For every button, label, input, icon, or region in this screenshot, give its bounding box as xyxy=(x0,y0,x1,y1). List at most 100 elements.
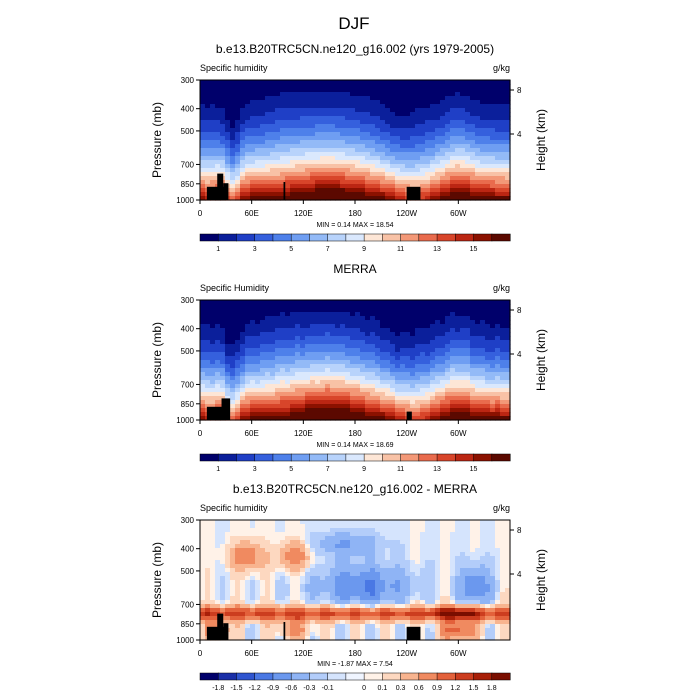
heatmap-cell xyxy=(470,164,476,169)
heatmap-cell xyxy=(275,380,281,385)
heatmap-cell xyxy=(410,308,416,313)
heatmap-cell xyxy=(345,520,351,525)
heatmap-cell xyxy=(415,304,421,309)
heatmap-cell xyxy=(275,392,281,397)
heatmap-cell xyxy=(345,128,351,133)
heatmap-cell xyxy=(495,332,501,337)
heatmap-cell xyxy=(325,104,331,109)
heatmap-cell xyxy=(220,88,226,93)
y-axis-title: Pressure (mb) xyxy=(150,322,164,398)
heatmap-cell xyxy=(500,120,506,125)
heatmap-cell xyxy=(505,128,511,133)
heatmap-cell xyxy=(380,536,386,541)
heatmap-cell xyxy=(405,100,411,105)
heatmap-cell xyxy=(290,360,296,365)
heatmap-cell xyxy=(490,536,496,541)
heatmap-cell xyxy=(445,560,451,565)
heatmap-cell xyxy=(375,148,381,153)
heatmap-cell xyxy=(475,144,481,149)
heatmap-cell xyxy=(255,312,261,317)
heatmap-cell xyxy=(445,360,451,365)
heatmap-cell xyxy=(400,528,406,533)
heatmap-cell xyxy=(420,300,426,305)
heatmap-cell xyxy=(260,168,266,173)
heatmap-cell xyxy=(240,412,246,417)
heatmap-cell xyxy=(345,148,351,153)
heatmap-cell xyxy=(245,140,251,145)
heatmap-cell xyxy=(345,528,351,533)
heatmap-cell xyxy=(380,96,386,101)
heatmap-cell xyxy=(365,388,371,393)
heatmap-cell xyxy=(375,388,381,393)
heatmap-cell xyxy=(415,112,421,117)
heatmap-cell xyxy=(415,416,421,421)
heatmap-cell xyxy=(365,184,371,189)
heatmap-cell xyxy=(485,192,491,197)
heatmap-cell xyxy=(300,588,306,593)
heatmap-cell xyxy=(275,404,281,409)
heatmap-cell xyxy=(230,532,236,537)
heatmap-cell xyxy=(315,524,321,529)
heatmap-cell xyxy=(245,416,251,421)
heatmap-cell xyxy=(265,84,271,89)
heatmap-cell xyxy=(440,368,446,373)
heatmap-cell xyxy=(240,132,246,137)
heatmap-cell xyxy=(270,348,276,353)
heatmap-cell xyxy=(205,520,211,525)
heatmap-cell xyxy=(255,552,261,557)
colorbar-swatch xyxy=(400,453,420,462)
heatmap-cell xyxy=(210,564,216,569)
heatmap-cell xyxy=(330,320,336,325)
heatmap-cell xyxy=(325,568,331,573)
heatmap-cell xyxy=(390,108,396,113)
heatmap-cell xyxy=(340,100,346,105)
heatmap-cell xyxy=(265,116,271,121)
heatmap-cell xyxy=(370,176,376,181)
heatmap-cell xyxy=(460,336,466,341)
heatmap-cell xyxy=(350,376,356,381)
heatmap-cell xyxy=(495,96,501,101)
heatmap-cell xyxy=(455,156,461,161)
heatmap-cell xyxy=(245,544,251,549)
heatmap-cell xyxy=(450,188,456,193)
colorbar-swatch xyxy=(345,453,365,462)
heatmap-cell xyxy=(420,156,426,161)
heatmap-cell xyxy=(350,156,356,161)
heatmap-cell xyxy=(345,360,351,365)
heatmap-cell xyxy=(420,524,426,529)
colorbar-swatch xyxy=(290,453,310,462)
heatmap-cell xyxy=(350,100,356,105)
heatmap-cell xyxy=(315,152,321,157)
heatmap-cell xyxy=(400,540,406,545)
heatmap-cell xyxy=(300,364,306,369)
heatmap-cell xyxy=(380,140,386,145)
heatmap-cell xyxy=(290,584,296,589)
heatmap-cell xyxy=(395,144,401,149)
heatmap-cell xyxy=(485,180,491,185)
heatmap-cell xyxy=(450,304,456,309)
heatmap-cell xyxy=(480,336,486,341)
heatmap-cell xyxy=(450,328,456,333)
heatmap-cell xyxy=(315,324,321,329)
heatmap-cell xyxy=(405,348,411,353)
heatmap-cell xyxy=(305,96,311,101)
heatmap-cell xyxy=(465,320,471,325)
heatmap-cell xyxy=(405,360,411,365)
heatmap-cell xyxy=(375,360,381,365)
heatmap-cell xyxy=(330,128,336,133)
heatmap-cell xyxy=(350,572,356,577)
heatmap-cell xyxy=(500,572,506,577)
heatmap-cell xyxy=(370,120,376,125)
heatmap-cell xyxy=(215,564,221,569)
heatmap-cell xyxy=(375,364,381,369)
heatmap-cell xyxy=(475,408,481,413)
heatmap-cell xyxy=(330,552,336,557)
heatmap-cell xyxy=(350,188,356,193)
heatmap-cell xyxy=(470,544,476,549)
heatmap-cell xyxy=(375,96,381,101)
heatmap-cell xyxy=(255,560,261,565)
heatmap-cell xyxy=(450,584,456,589)
heatmap-cell xyxy=(495,308,501,313)
colorbar-swatch xyxy=(309,233,329,242)
heatmap-cell xyxy=(490,568,496,573)
